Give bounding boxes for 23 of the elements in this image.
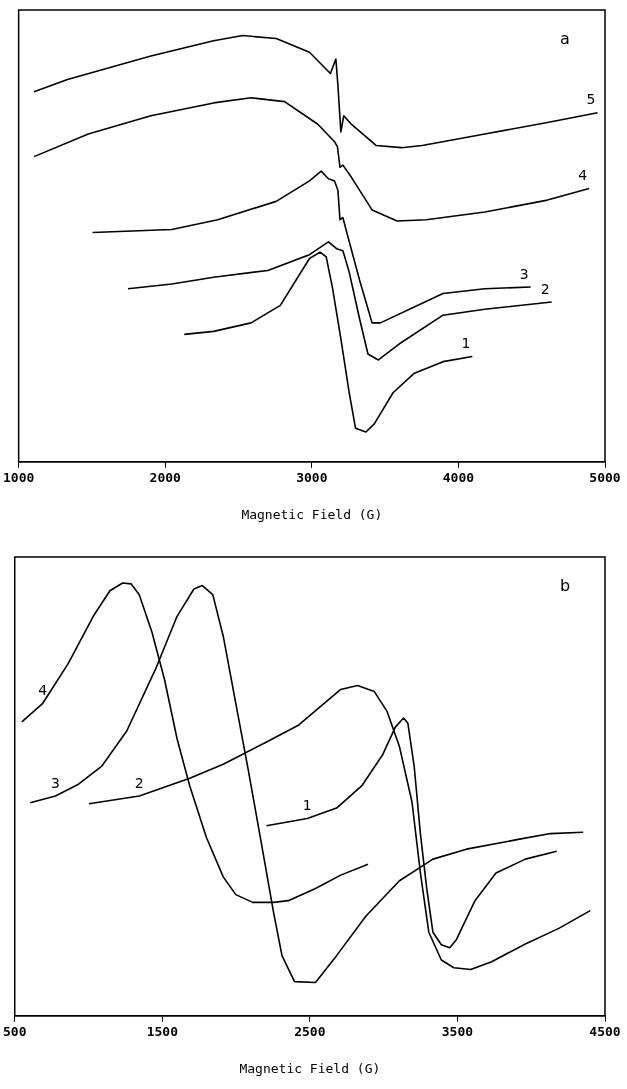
series-label: 1: [302, 797, 312, 814]
series-label: 1: [461, 335, 471, 352]
series-label: 2: [134, 774, 144, 791]
series-label: 3: [519, 265, 529, 282]
x-tick-label: 1500: [146, 1023, 179, 1039]
annotation: b: [559, 576, 571, 596]
x-tick-label: 3500: [441, 1023, 474, 1039]
x-axis-title: Magnetic Field (G): [241, 506, 383, 522]
x-tick-label: 500: [3, 1023, 27, 1039]
series-label: 3: [51, 774, 60, 791]
x-tick-label: 5000: [589, 469, 621, 485]
x-tick-label: 1000: [3, 469, 35, 485]
series-label: 4: [38, 681, 48, 698]
x-tick-label: 2000: [149, 469, 182, 485]
series-label: 4: [578, 167, 588, 184]
x-tick-label: 2500: [294, 1023, 326, 1039]
x-tick-label: 4000: [442, 469, 475, 485]
series-label: 5: [586, 91, 596, 108]
annotation: a: [560, 29, 570, 49]
series-label: 2: [540, 280, 550, 297]
x-axis-title: Magnetic Field (G): [239, 1060, 381, 1076]
x-tick-label: 4500: [589, 1023, 621, 1039]
x-tick-label: 3000: [296, 469, 328, 485]
